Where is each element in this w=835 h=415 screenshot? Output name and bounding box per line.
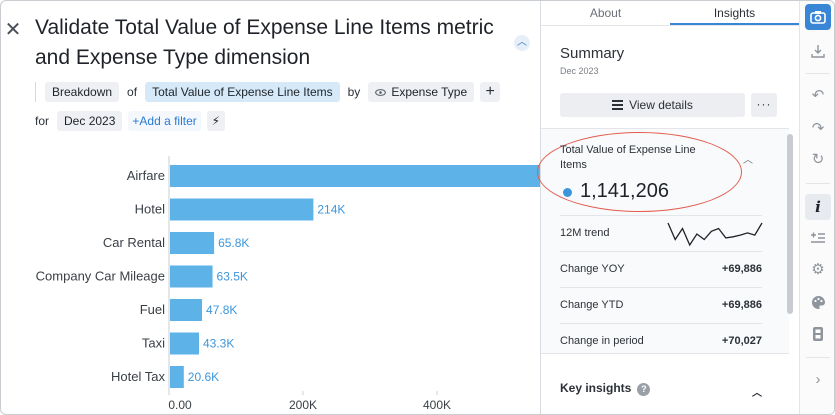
trend-row: 12M trend (560, 215, 763, 251)
more-options-button[interactable]: ··· (751, 93, 777, 117)
metric-color-dot (563, 188, 572, 197)
bar-chart: Airfare686KHotel214KCar Rental65.8KCompa… (36, 156, 541, 412)
add-filter-label: Add a filter (139, 114, 197, 128)
query-builder-row: Breakdown of Total Value of Expense Line… (35, 81, 501, 103)
x-tick-label: 0.00 (168, 398, 192, 412)
data-label: 214K (317, 203, 345, 217)
info-icon[interactable]: i (805, 194, 831, 220)
tab-insights[interactable]: Insights (670, 1, 799, 25)
stat-row-period: Change in period +70,027 (560, 323, 762, 359)
chevron-up-icon[interactable]: ︿ (743, 155, 753, 166)
stat-value: +70,027 (721, 335, 762, 347)
bar (170, 265, 213, 288)
bar (170, 232, 215, 254)
refresh-icon[interactable]: ↻ (811, 151, 825, 168)
toolbar-divider (806, 357, 830, 358)
insights-panel: About Insights Summary Dec 2023 View det… (537, 1, 799, 414)
trend-label: 12M trend (560, 227, 610, 239)
add-filter-button[interactable]: +Add a filter (128, 111, 201, 131)
stat-row-ytd: Change YTD +69,886 (560, 287, 762, 323)
eye-icon (375, 88, 387, 96)
chevron-up-icon[interactable]: ︿ (514, 35, 530, 51)
toolbar-divider (806, 73, 830, 74)
category-label: Hotel Tax (111, 369, 165, 384)
key-insights-label: Key insights (560, 381, 632, 395)
highlight-annotation (537, 132, 742, 212)
list-icon (612, 100, 624, 110)
stat-value: +69,886 (721, 299, 762, 311)
data-label: 43.3K (203, 337, 234, 351)
page-title: Validate Total Value of Expense Line Ite… (35, 16, 494, 69)
dimension-chip[interactable]: Expense Type (368, 82, 475, 102)
sparkline-path (667, 222, 763, 247)
plus-icon: + (132, 114, 140, 128)
for-label: for (35, 114, 50, 128)
view-details-label: View details (629, 98, 693, 112)
stat-row-yoy: Change YOY +69,886 (560, 251, 762, 287)
category-label: Company Car Mileage (36, 269, 165, 284)
data-label: 63.5K (217, 270, 248, 284)
dimension-label: Expense Type (391, 85, 468, 99)
panel-tabs: About Insights (541, 1, 799, 26)
category-label: Airfare (127, 168, 165, 183)
scrollbar[interactable] (787, 134, 793, 314)
data-label: 65.8K (218, 236, 249, 250)
chevron-right-icon[interactable]: › (815, 371, 821, 388)
settings-icon[interactable]: ⚙ (811, 261, 825, 278)
lightning-icon[interactable]: ⚡ (206, 111, 225, 131)
data-label: 47.8K (206, 303, 237, 317)
summary-date: Dec 2023 (560, 66, 599, 76)
category-label: Taxi (142, 336, 165, 351)
side-toolbar: ↶ ↷ ↻ i ⚙ › (799, 1, 834, 414)
stat-value: +69,886 (721, 263, 762, 275)
add-button[interactable]: + (480, 82, 501, 102)
filter-row: for Dec 2023 +Add a filter ⚡ (35, 110, 225, 132)
metric-chip[interactable]: Total Value of Expense Line Items (145, 82, 340, 102)
undo-icon[interactable]: ↶ (811, 87, 825, 104)
redo-icon[interactable]: ↷ (811, 120, 825, 137)
bar (170, 198, 314, 221)
metric-value: 1,141,206 (580, 180, 669, 202)
trend-sparkline (667, 222, 763, 247)
palette-icon[interactable] (805, 289, 831, 315)
view-details-button[interactable]: View details (560, 93, 745, 117)
chevron-up-icon[interactable]: ︿ (752, 388, 762, 399)
stat-label: Change YTD (560, 299, 624, 311)
category-label: Hotel (135, 202, 165, 217)
tab-about[interactable]: About (589, 6, 622, 20)
key-insights-header[interactable]: Key insights? ︿ (560, 381, 762, 403)
summary-title: Summary (560, 45, 625, 62)
close-icon[interactable]: ✕ (4, 19, 22, 41)
stat-label: Change in period (560, 335, 644, 347)
help-icon[interactable]: ? (637, 383, 651, 396)
add-list-icon[interactable] (805, 225, 831, 251)
x-tick-label: 400K (423, 398, 451, 412)
metric-name: Total Value of Expense Line Items (560, 144, 696, 171)
download-icon[interactable] (805, 38, 831, 64)
camera-icon[interactable] (805, 4, 831, 30)
period-chip[interactable]: Dec 2023 (57, 111, 123, 131)
metric-card: Total Value of Expense Line Items ︿ 1,14… (537, 128, 789, 354)
bar (170, 332, 200, 355)
x-tick-label: 200K (289, 398, 317, 412)
category-label: Fuel (140, 302, 165, 317)
bar (170, 366, 184, 388)
category-label: Car Rental (103, 235, 165, 250)
of-label: of (127, 85, 138, 99)
toolbar-divider (806, 183, 830, 184)
stat-label: Change YOY (560, 263, 625, 275)
by-label: by (347, 85, 361, 99)
filmstrip-icon[interactable] (805, 321, 831, 347)
bar (170, 299, 203, 321)
divider (35, 82, 36, 102)
bar (170, 165, 541, 187)
data-label: 20.6K (188, 370, 219, 384)
breakdown-chip[interactable]: Breakdown (45, 82, 120, 102)
